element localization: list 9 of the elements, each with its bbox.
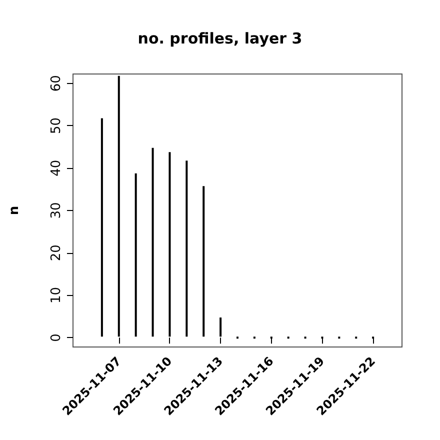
y-axis-title: n bbox=[7, 206, 22, 216]
y-tick-label: 30 bbox=[49, 202, 64, 219]
y-tick-label: 10 bbox=[49, 287, 64, 304]
y-tick-label: 20 bbox=[49, 244, 64, 262]
y-tick-label: 0 bbox=[49, 334, 64, 342]
chart-title: no. profiles, layer 3 bbox=[138, 30, 302, 48]
y-tick-label: 60 bbox=[49, 75, 64, 92]
y-tick-label: 50 bbox=[49, 117, 64, 134]
y-tick-label: 40 bbox=[49, 160, 64, 176]
